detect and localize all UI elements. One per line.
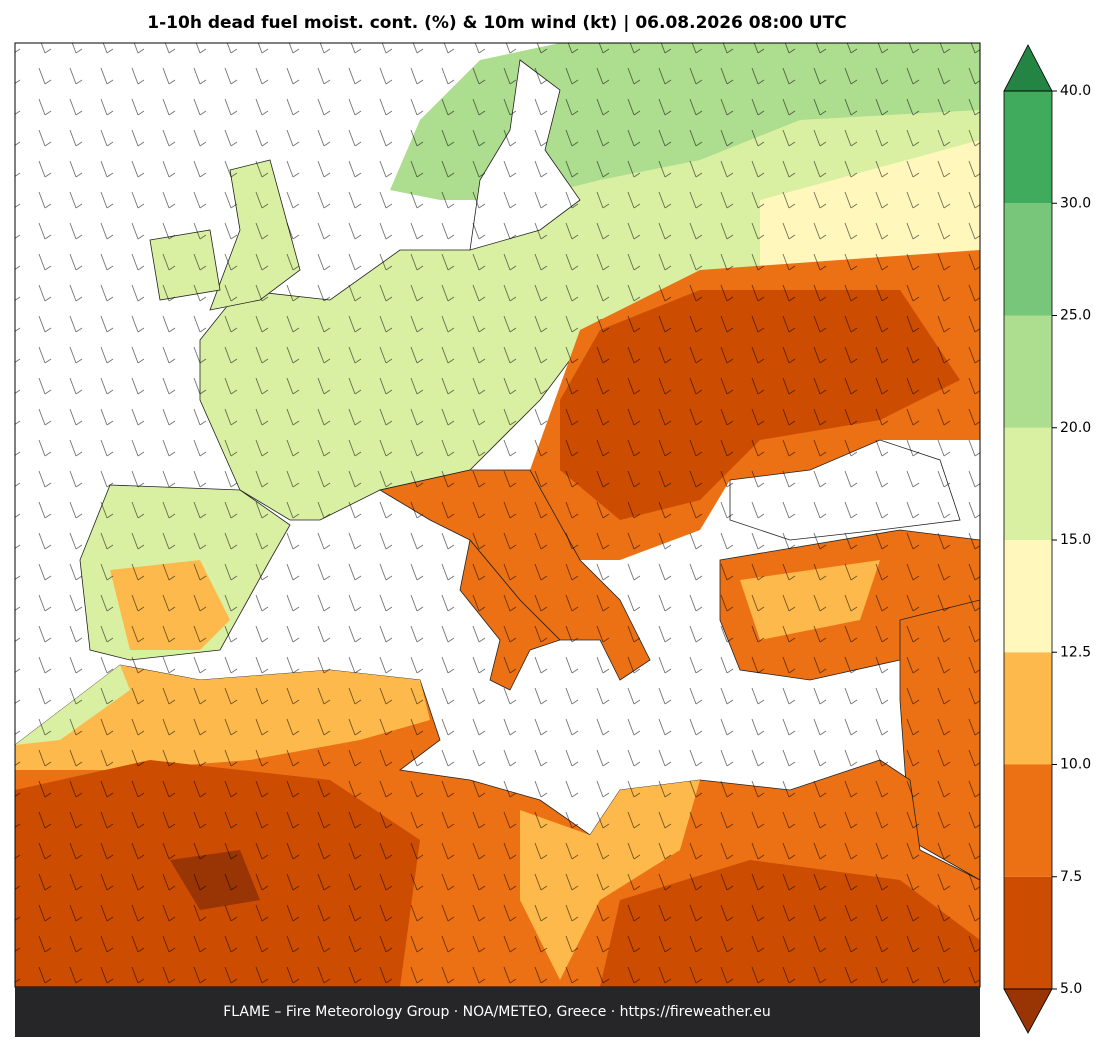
colorbar-segment	[1004, 652, 1052, 765]
colorbar-segment	[1004, 203, 1052, 316]
colorbar-segment	[1004, 427, 1052, 540]
colorbar-over	[1003, 44, 1053, 92]
footer-band	[15, 987, 980, 1037]
footer: FLAME – Fire Meteorology Group · NOA/MET…	[223, 1004, 771, 1020]
colorbar-tick-label: 7.5	[1060, 869, 1082, 885]
title: 1-10h dead fuel moist. cont. (%) & 10m w…	[147, 13, 846, 33]
map	[15, 43, 980, 987]
colorbar-tick-label: 40.0	[1060, 83, 1091, 99]
colorbar: 5.0 7.5 10.0 12.5 15.0 20.0 25.0 30.0 40.0	[1003, 44, 1091, 1034]
colorbar-under	[1003, 988, 1053, 1034]
colorbar-tick-label: 25.0	[1060, 308, 1091, 324]
colorbar-segment	[1004, 540, 1052, 653]
colorbar-tick-label: 10.0	[1060, 757, 1091, 773]
colorbar-tick-label: 15.0	[1060, 532, 1091, 548]
colorbar-segment	[1004, 315, 1052, 428]
colorbar-tick-label: 5.0	[1060, 981, 1082, 997]
colorbar-segment	[1004, 876, 1052, 989]
colorbar-tick-label: 20.0	[1060, 420, 1091, 436]
colorbar-tick-label: 12.5	[1060, 644, 1091, 660]
colorbar-segment	[1004, 91, 1052, 204]
colorbar-segment	[1004, 764, 1052, 877]
colorbar-tick-label: 30.0	[1060, 195, 1091, 211]
